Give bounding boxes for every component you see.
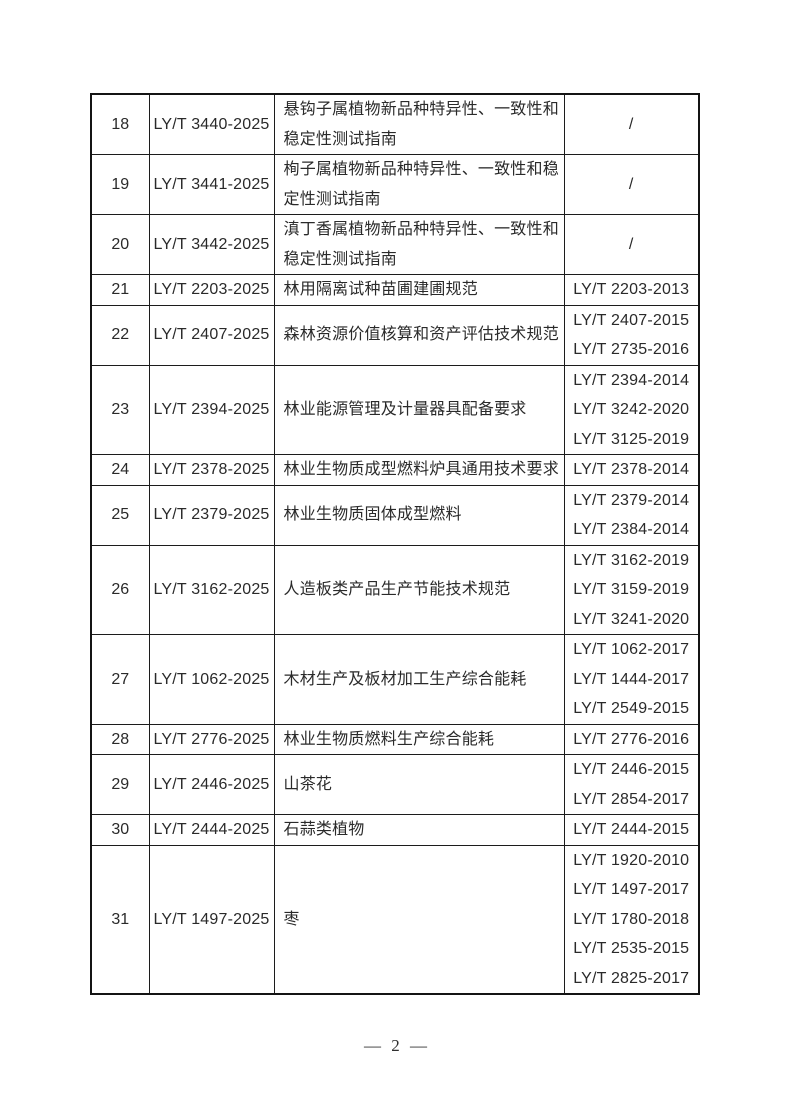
standards-table-body: 18 LY/T 3440-2025 悬钩子属植物新品种特异性、一致性和稳定性测试… xyxy=(90,93,700,995)
standard-title-cell: 林业生物质固体成型燃料 xyxy=(273,484,565,546)
table-row: 25 LY/T 2379-2025 林业生物质固体成型燃料 LY/T 2379-… xyxy=(90,484,700,546)
row-number-cell: 20 xyxy=(90,214,150,275)
standard-code-cell: LY/T 3442-2025 xyxy=(148,214,275,275)
standard-code-cell: LY/T 1062-2025 xyxy=(148,634,275,725)
replaced-standards-cell: LY/T 3162-2019 LY/T 3159-2019 LY/T 3241-… xyxy=(563,544,700,635)
standard-code-cell: LY/T 1497-2025 xyxy=(148,844,275,995)
row-number-cell: 27 xyxy=(90,634,150,725)
standard-code-cell: LY/T 2394-2025 xyxy=(148,364,275,455)
standard-title-cell: 石蒜类植物 xyxy=(273,814,565,846)
row-number-cell: 26 xyxy=(90,544,150,635)
table-row: 19 LY/T 3441-2025 栒子属植物新品种特异性、一致性和稳定性测试指… xyxy=(90,154,700,215)
row-number-cell: 24 xyxy=(90,454,150,486)
standard-code-cell: LY/T 2446-2025 xyxy=(148,754,275,815)
table-row: 29 LY/T 2446-2025 山茶花 LY/T 2446-2015 LY/… xyxy=(90,754,700,815)
table-row: 22 LY/T 2407-2025 森林资源价值核算和资产评估技术规范 LY/T… xyxy=(90,304,700,366)
standard-title-cell: 人造板类产品生产节能技术规范 xyxy=(273,544,565,635)
page-number: — 2 — xyxy=(364,1036,427,1055)
table-row: 24 LY/T 2378-2025 林业生物质成型燃料炉具通用技术要求 LY/T… xyxy=(90,454,700,486)
row-number-cell: 21 xyxy=(90,274,150,306)
standard-title-cell: 林用隔离试种苗圃建圃规范 xyxy=(273,274,565,306)
row-number-cell: 19 xyxy=(90,154,150,215)
replaced-standards-cell: LY/T 2203-2013 xyxy=(563,274,700,306)
standard-title-cell: 木材生产及板材加工生产综合能耗 xyxy=(273,634,565,725)
standard-code-cell: LY/T 3441-2025 xyxy=(148,154,275,215)
table-row: 28 LY/T 2776-2025 林业生物质燃料生产综合能耗 LY/T 277… xyxy=(90,723,700,755)
replaced-standards-cell: LY/T 2379-2014 LY/T 2384-2014 xyxy=(563,484,700,546)
row-number-cell: 23 xyxy=(90,364,150,455)
table-row: 27 LY/T 1062-2025 木材生产及板材加工生产综合能耗 LY/T 1… xyxy=(90,634,700,725)
replaced-standards-cell: LY/T 2394-2014 LY/T 3242-2020 LY/T 3125-… xyxy=(563,364,700,455)
row-number-cell: 29 xyxy=(90,754,150,815)
replaced-standards-cell: / xyxy=(563,93,700,155)
standard-code-cell: LY/T 2776-2025 xyxy=(148,723,275,755)
table-row: 18 LY/T 3440-2025 悬钩子属植物新品种特异性、一致性和稳定性测试… xyxy=(90,93,700,155)
standard-title-cell: 林业生物质燃料生产综合能耗 xyxy=(273,723,565,755)
standard-title-cell: 悬钩子属植物新品种特异性、一致性和稳定性测试指南 xyxy=(273,93,565,155)
replaced-standards-cell: LY/T 2446-2015 LY/T 2854-2017 xyxy=(563,754,700,815)
table-row: 20 LY/T 3442-2025 滇丁香属植物新品种特异性、一致性和稳定性测试… xyxy=(90,214,700,275)
standard-title-cell: 栒子属植物新品种特异性、一致性和稳定性测试指南 xyxy=(273,154,565,215)
standard-title-cell: 林业生物质成型燃料炉具通用技术要求 xyxy=(273,454,565,486)
replaced-standards-cell: LY/T 1062-2017 LY/T 1444-2017 LY/T 2549-… xyxy=(563,634,700,725)
replaced-standards-cell: / xyxy=(563,154,700,215)
standards-table: 18 LY/T 3440-2025 悬钩子属植物新品种特异性、一致性和稳定性测试… xyxy=(90,93,700,995)
table-row: 21 LY/T 2203-2025 林用隔离试种苗圃建圃规范 LY/T 2203… xyxy=(90,274,700,306)
standard-code-cell: LY/T 2203-2025 xyxy=(148,274,275,306)
standard-code-cell: LY/T 3162-2025 xyxy=(148,544,275,635)
row-number-cell: 28 xyxy=(90,723,150,755)
standard-code-cell: LY/T 3440-2025 xyxy=(148,93,275,155)
standard-code-cell: LY/T 2444-2025 xyxy=(148,814,275,846)
table-row: 30 LY/T 2444-2025 石蒜类植物 LY/T 2444-2015 xyxy=(90,814,700,846)
table-row: 31 LY/T 1497-2025 枣 LY/T 1920-2010 LY/T … xyxy=(90,844,700,995)
table-row: 26 LY/T 3162-2025 人造板类产品生产节能技术规范 LY/T 31… xyxy=(90,544,700,635)
standard-code-cell: LY/T 2378-2025 xyxy=(148,454,275,486)
standard-title-cell: 枣 xyxy=(273,844,565,995)
standard-title-cell: 滇丁香属植物新品种特异性、一致性和稳定性测试指南 xyxy=(273,214,565,275)
standard-code-cell: LY/T 2379-2025 xyxy=(148,484,275,546)
row-number-cell: 30 xyxy=(90,814,150,846)
row-number-cell: 25 xyxy=(90,484,150,546)
row-number-cell: 18 xyxy=(90,93,150,155)
standard-title-cell: 林业能源管理及计量器具配备要求 xyxy=(273,364,565,455)
replaced-standards-cell: LY/T 2444-2015 xyxy=(563,814,700,846)
standard-title-cell: 森林资源价值核算和资产评估技术规范 xyxy=(273,304,565,366)
table-row: 23 LY/T 2394-2025 林业能源管理及计量器具配备要求 LY/T 2… xyxy=(90,364,700,455)
replaced-standards-cell: / xyxy=(563,214,700,275)
replaced-standards-cell: LY/T 2378-2014 xyxy=(563,454,700,486)
replaced-standards-cell: LY/T 2776-2016 xyxy=(563,723,700,755)
row-number-cell: 22 xyxy=(90,304,150,366)
replaced-standards-cell: LY/T 2407-2015 LY/T 2735-2016 xyxy=(563,304,700,366)
standard-code-cell: LY/T 2407-2025 xyxy=(148,304,275,366)
row-number-cell: 31 xyxy=(90,844,150,995)
replaced-standards-cell: LY/T 1920-2010 LY/T 1497-2017 LY/T 1780-… xyxy=(563,844,700,995)
standard-title-cell: 山茶花 xyxy=(273,754,565,815)
